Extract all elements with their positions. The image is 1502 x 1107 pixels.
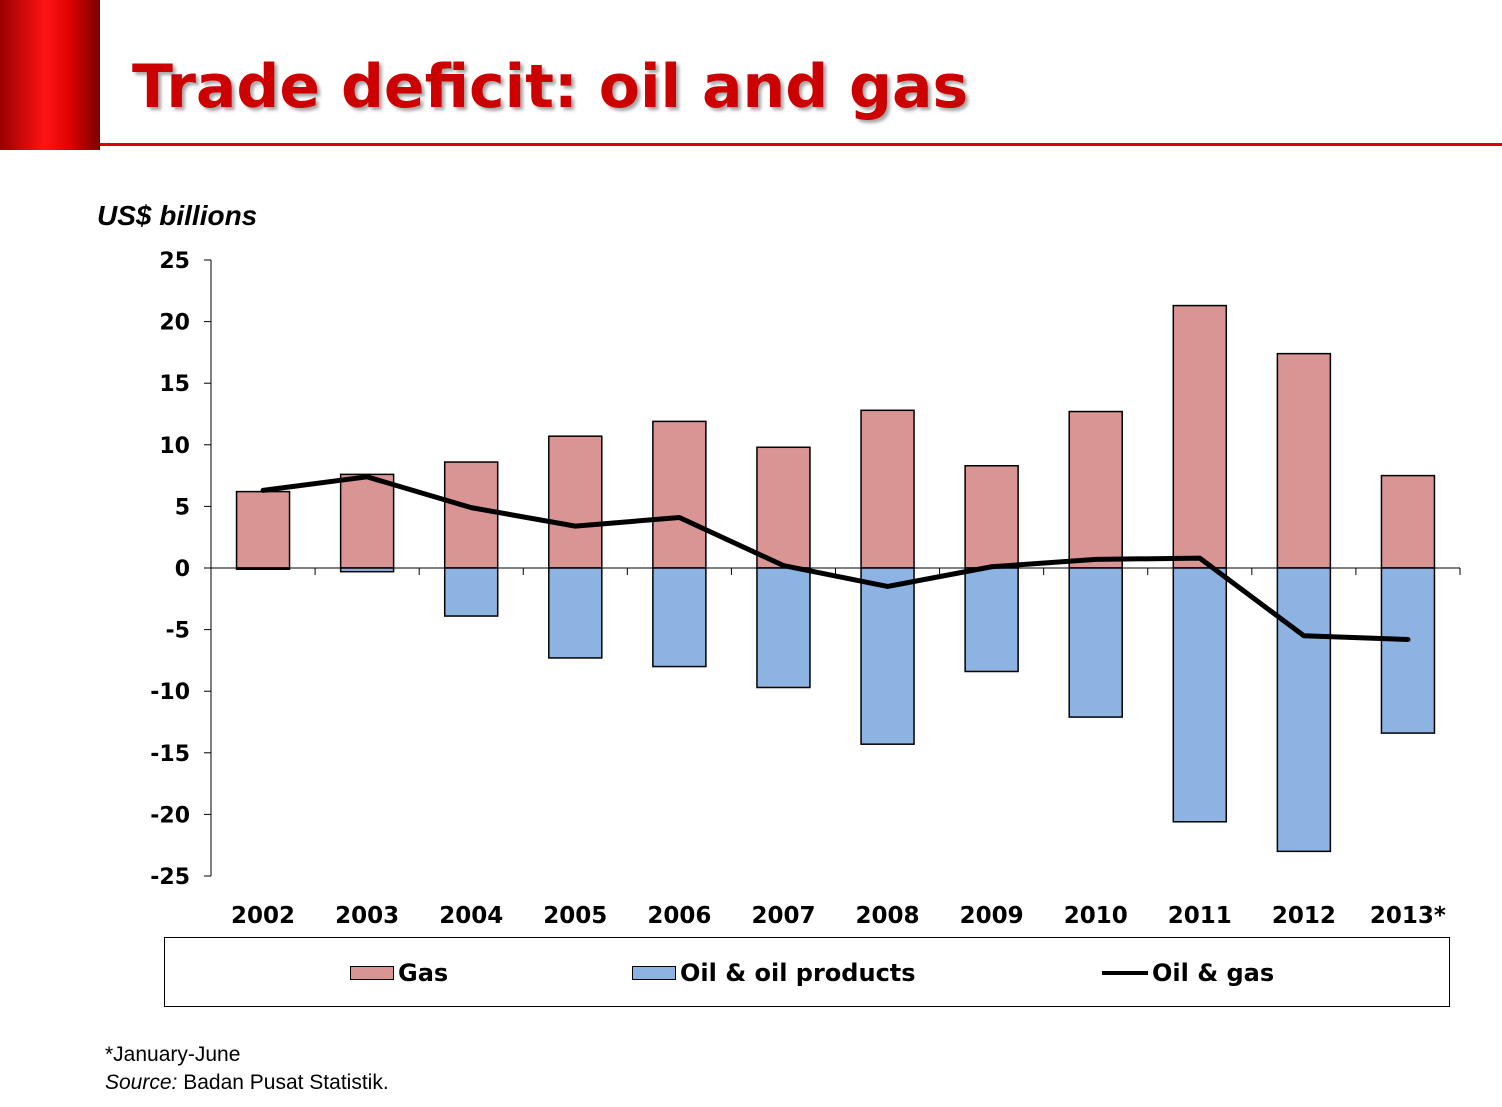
x-tick-label: 2010 [1064, 903, 1128, 929]
legend-item-gas: Gas [350, 938, 448, 1008]
bar-gas [964, 464, 1019, 569]
y-tick-label: 5 [175, 495, 190, 520]
bar-oil-products [860, 567, 915, 745]
y-tick-label: -15 [150, 742, 190, 767]
legend-label-gas: Gas [398, 959, 449, 987]
bar-oil-products [964, 567, 1019, 673]
bar-gas [1068, 410, 1123, 569]
source-text: Badan Pusat Statistik. [177, 1071, 389, 1094]
bar-gas [443, 461, 499, 569]
x-tick-label: 2013* [1370, 903, 1446, 929]
bar-oil-products [1276, 567, 1332, 853]
bar-gas [339, 473, 395, 569]
y-tick-label: -5 [166, 619, 190, 644]
x-tick-label: 2012 [1272, 903, 1336, 929]
x-tick-label: 2011 [1168, 903, 1232, 929]
y-tick-label: 10 [159, 434, 190, 459]
legend-swatch-oil-products [632, 966, 676, 980]
page-title: Trade deficit: oil and gas [132, 52, 969, 122]
bar-oil-products [339, 567, 395, 573]
bar-gas [860, 409, 915, 569]
bar-oil-products [1172, 567, 1228, 823]
x-tick-label: 2002 [231, 903, 295, 929]
x-tick-label: 2007 [751, 903, 815, 929]
y-axis-label: US$ billions [97, 200, 258, 231]
bar-oil-products [1380, 567, 1436, 734]
bar-oil-products [756, 567, 811, 689]
y-tick-label: -10 [150, 680, 190, 705]
bar-gas [1276, 352, 1332, 569]
legend-label-oil-and-gas: Oil & gas [1152, 959, 1275, 987]
y-tick-label: 25 [159, 249, 190, 274]
source-note: Source: Badan Pusat Statistik. [105, 1071, 389, 1095]
x-tick-label: 2006 [647, 903, 711, 929]
bar-gas [652, 420, 707, 569]
bar-gas [548, 435, 603, 569]
bar-gas [756, 446, 811, 569]
bar-gas [1380, 474, 1436, 569]
legend-item-oil-and-gas: Oil & gas [1102, 938, 1274, 1008]
title-accent-block [0, 0, 100, 150]
legend-label-oil-products: Oil & oil products [680, 959, 916, 987]
bar-oil-products [652, 567, 707, 668]
legend-item-oil-products: Oil & oil products [632, 938, 916, 1008]
bar-gas [1172, 304, 1228, 569]
legend-swatch-gas [350, 966, 394, 980]
source-label: Source: [105, 1071, 178, 1094]
bar-oil-products [1068, 567, 1123, 718]
footnote: *January-June [105, 1043, 241, 1066]
line-oil-and-gas [260, 474, 1411, 642]
y-tick-label: -25 [150, 865, 190, 890]
x-tick-label: 2004 [439, 903, 503, 929]
y-tick-label: 0 [175, 557, 190, 582]
y-tick-label: 20 [159, 311, 190, 336]
chart-legend: Gas Oil & oil products Oil & gas [164, 937, 1450, 1007]
y-tick-label: -20 [150, 803, 190, 828]
x-tick-label: 2003 [335, 903, 399, 929]
bar-gas [235, 490, 291, 569]
title-underline [100, 143, 1502, 146]
x-tick-label: 2008 [856, 903, 920, 929]
y-tick-label: 15 [159, 372, 190, 397]
x-tick-label: 2009 [960, 903, 1024, 929]
bar-oil-products [548, 567, 603, 659]
legend-line-oil-and-gas [1102, 971, 1148, 975]
bar-oil-products [443, 567, 499, 617]
x-tick-label: 2005 [543, 903, 607, 929]
